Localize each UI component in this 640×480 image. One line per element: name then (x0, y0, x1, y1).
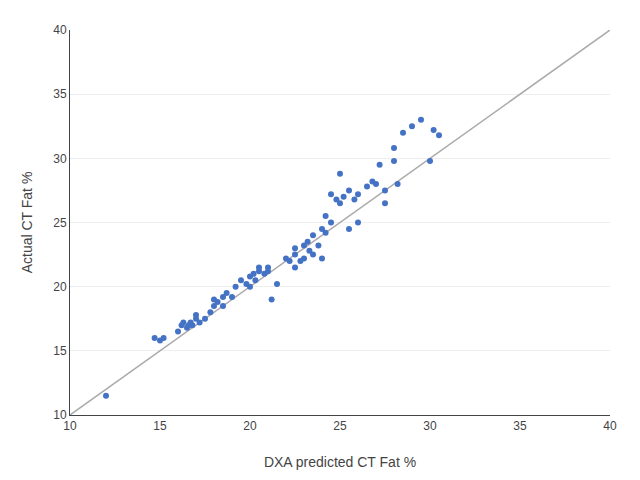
svg-text:15: 15 (153, 419, 167, 433)
svg-text:20: 20 (53, 280, 67, 294)
svg-text:15: 15 (53, 344, 67, 358)
svg-text:25: 25 (53, 216, 67, 230)
svg-text:DXA predicted CT Fat %: DXA predicted CT Fat % (264, 454, 416, 470)
svg-text:Actual CT Fat %: Actual CT Fat % (19, 172, 35, 274)
svg-text:30: 30 (53, 152, 67, 166)
svg-text:35: 35 (53, 87, 67, 101)
svg-text:25: 25 (333, 419, 347, 433)
svg-text:35: 35 (513, 419, 527, 433)
svg-text:10: 10 (53, 408, 67, 422)
svg-text:30: 30 (423, 419, 437, 433)
svg-text:20: 20 (243, 419, 257, 433)
svg-text:40: 40 (53, 23, 67, 37)
svg-text:10: 10 (63, 419, 77, 433)
svg-text:40: 40 (603, 419, 617, 433)
